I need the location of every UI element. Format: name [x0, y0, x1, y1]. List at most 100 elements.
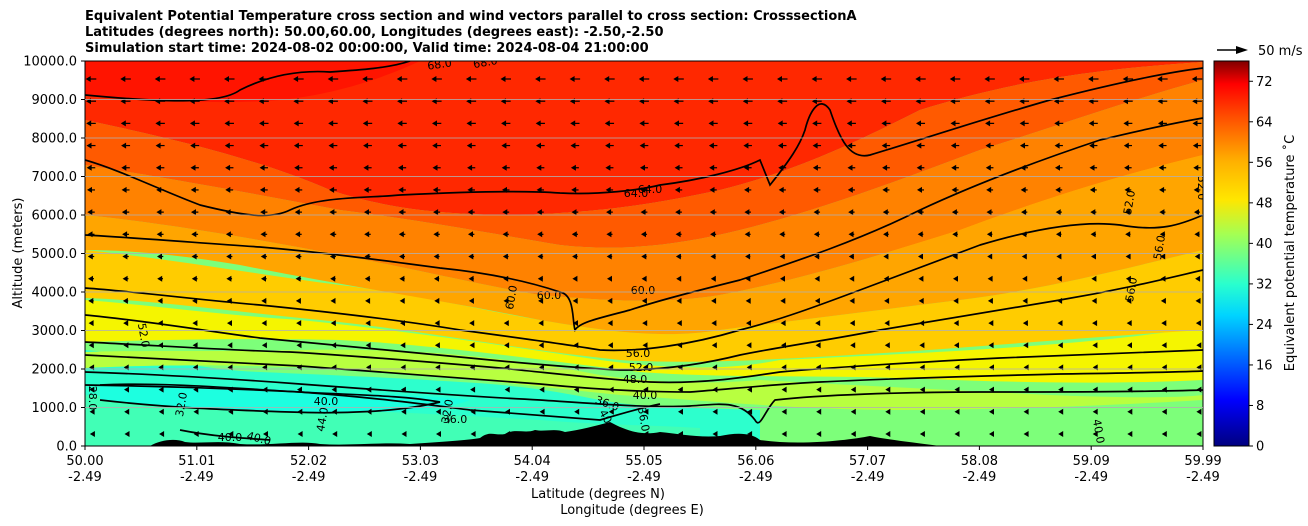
contour-label: 68.0	[472, 54, 498, 71]
wind-vector-head	[846, 76, 852, 82]
wind-vector-head	[918, 275, 924, 282]
wind-vector-head	[123, 342, 129, 349]
wind-vector-head	[883, 253, 889, 260]
wind-vector-head	[847, 186, 853, 193]
wind-vector-head	[675, 253, 681, 260]
wind-vector-head	[191, 275, 197, 282]
y-tick-label: 3000.0	[32, 324, 78, 339]
colorbar-tick-label: 32	[1256, 277, 1273, 292]
x-tick-label-lat: 50.00	[66, 454, 103, 469]
wind-vector-head	[780, 297, 786, 304]
wind-vector-head	[884, 297, 890, 304]
wind-vector-head	[225, 164, 231, 171]
wind-vector-head	[399, 253, 405, 260]
wind-vector-head	[87, 231, 93, 238]
band-green-lightyellow	[85, 349, 1203, 410]
wind-vector-head	[1127, 431, 1133, 437]
contour-label: 40.0	[633, 389, 658, 402]
wind-vector-head	[364, 275, 370, 282]
wind-vector-head	[918, 253, 923, 260]
wind-vector-head	[951, 186, 957, 193]
wind-vector-head	[1089, 142, 1095, 149]
contour-label: 64.0	[624, 187, 649, 200]
wind-vector-head	[538, 320, 544, 327]
wind-vector-head	[156, 186, 162, 193]
colorbar-label: Equivalent potential temperature ˚C	[1282, 135, 1298, 371]
wind-vector-head	[953, 320, 959, 327]
wind-vector-head	[639, 120, 645, 127]
wind-vector-head	[915, 76, 921, 82]
wind-vector-head	[500, 76, 506, 82]
wind-vector-head	[157, 320, 163, 327]
contour-label: 56.0	[1123, 276, 1140, 302]
wind-vector-head	[260, 209, 266, 216]
wind-vector-head	[954, 431, 960, 437]
wind-vector-head	[1089, 164, 1095, 171]
wind-vector-head	[953, 297, 959, 304]
wind-vector-head	[1055, 164, 1060, 171]
wind-vector-head	[643, 408, 649, 415]
contour-label: 40.0	[1090, 418, 1107, 444]
wind-vector-head	[87, 253, 93, 260]
wind-vector-head	[293, 76, 299, 82]
wind-vector-head	[155, 164, 161, 171]
wind-vector-head	[505, 408, 510, 415]
wind-vector-head	[190, 186, 196, 193]
x-tick-label-lat: 53.03	[402, 454, 439, 469]
wind-vector-head	[397, 120, 403, 127]
wind-vector-head	[918, 297, 924, 304]
wind-vector-head	[86, 142, 92, 149]
contour-label: 60.0	[631, 284, 656, 297]
wind-vector-head	[259, 164, 265, 171]
wind-vector-head	[87, 209, 93, 216]
wind-vector-head	[816, 431, 822, 437]
wind-vector-head	[988, 320, 994, 327]
wind-vector-head	[158, 408, 164, 415]
wind-vector-head	[1127, 386, 1133, 393]
wind-vector-head	[1054, 120, 1060, 127]
wind-vector-head	[781, 342, 786, 349]
x-tick-label-lon: -2.49	[739, 470, 773, 485]
wind-vector-head	[192, 320, 198, 327]
wind-vector-head	[779, 209, 784, 216]
wind-vector-head	[1023, 431, 1029, 437]
wind-vector-head	[572, 275, 578, 282]
wind-vector-head	[608, 431, 614, 437]
wind-vector-head	[124, 431, 130, 437]
wind-vector-head	[744, 186, 750, 193]
wind-vector-head	[954, 386, 960, 393]
wind-vector-head	[745, 297, 751, 304]
wind-vector-head	[466, 142, 472, 149]
wind-vector-head	[711, 342, 717, 349]
wind-vector-head	[919, 408, 925, 415]
wind-vector-head	[953, 275, 958, 282]
wind-vector-head	[711, 320, 717, 327]
wind-vector-head	[604, 120, 610, 127]
wind-vector-head	[190, 142, 196, 149]
x-axis: 50.00-2.4951.01-2.4952.02-2.4953.03-2.49…	[66, 446, 1222, 485]
wind-vector-head	[846, 120, 852, 127]
wind-vector-head	[642, 342, 648, 349]
x-tick-label-lon: -2.49	[627, 470, 661, 485]
wind-vector-head	[1124, 209, 1130, 216]
wind-vector-head	[1090, 231, 1096, 238]
wind-vector-head	[539, 431, 545, 437]
wind-vector-head	[1091, 275, 1097, 282]
wind-vector-head	[1192, 120, 1198, 127]
y-tick-label: 7000.0	[32, 170, 78, 185]
wind-vector-head	[89, 431, 95, 437]
wind-vector-head	[1157, 76, 1163, 82]
wind-vector-head	[747, 408, 753, 415]
wind-vector-head	[949, 76, 955, 82]
wind-vector-head	[432, 120, 437, 127]
wind-vector-head	[362, 120, 368, 127]
wind-vector-head	[987, 297, 993, 304]
wind-vector-head	[122, 297, 128, 304]
wind-vector-head	[781, 386, 787, 393]
wind-vector-head	[467, 186, 473, 193]
wind-vector-head	[433, 209, 439, 216]
wind-vector-head	[1023, 386, 1029, 393]
wind-vector-head	[1193, 164, 1199, 171]
wind-vector-head	[504, 342, 510, 349]
contour-label: 60.0	[537, 289, 562, 302]
